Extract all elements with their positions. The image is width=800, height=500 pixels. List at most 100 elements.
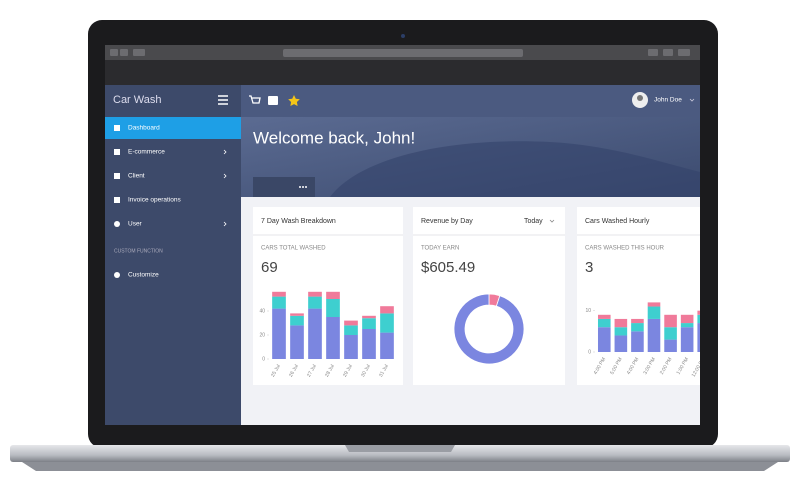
bar-segment [680,323,694,328]
x-tick-label: 25 Jul [270,364,282,379]
nav-icons [114,125,120,278]
nav-item[interactable]: Dashboard [128,125,160,132]
y-tick-label: 10 [585,308,591,314]
hero-title: Welcome back, John! [253,128,415,147]
bar-segment [697,314,700,324]
card-title: Cars Washed Hourly [585,218,650,225]
sidebar [105,85,241,425]
topbar [241,85,700,117]
avatar-head [637,95,643,101]
url-bar[interactable] [283,49,523,57]
bar-segment [697,323,700,352]
bar-segment [614,335,628,352]
bar-segment [326,299,340,317]
bar-segment [290,313,304,316]
bar-segment [631,318,644,324]
nav-item[interactable]: Client [128,173,145,180]
bar-segment [647,302,661,307]
nav-item[interactable]: Invoice operations [128,197,182,204]
bar-segment [308,291,322,297]
donut-slice [453,293,525,365]
metric-value: 3 [585,259,593,276]
bar-segment [362,329,376,359]
chevrons [223,149,227,227]
x-tick-label: 12:00 PM [691,357,707,379]
back-button[interactable] [110,49,118,56]
y-tick-label: 0 [262,356,265,362]
y-tick-label: 20 [259,332,265,338]
more-dots [299,186,307,188]
bar-segment [272,296,286,309]
metric-label: CARS TOTAL WASHED [261,246,326,252]
x-tick-label: 29 Jul [342,364,354,379]
brand: Car Wash [113,94,162,106]
bar-segment [680,327,694,352]
nav-item[interactable]: User [128,221,143,228]
active-item[interactable] [105,117,241,139]
bar-segment [631,331,644,352]
bar-segment [597,314,611,319]
laptop-notch [345,445,455,452]
y-tick-label: 0 [588,349,591,355]
bar-segment [680,314,694,324]
hero-car [330,141,700,197]
browser-button[interactable] [648,49,658,56]
card-title: 7 Day Wash Breakdown [261,218,336,225]
x-tick-label: 26 Jul [288,364,300,379]
caret [549,219,555,223]
bar-segment [362,318,376,329]
menu-toggle[interactable] [218,95,228,105]
toolbar [105,60,700,85]
forward-button[interactable] [120,49,128,56]
bar-segment [380,306,394,314]
nav-item[interactable]: Customize [128,272,159,279]
browser-button[interactable] [678,49,690,56]
card-icon[interactable] [268,96,278,105]
tab-button[interactable] [133,49,145,56]
cart-icon[interactable] [249,95,261,104]
x-tick-label: 31 Jul [378,364,390,379]
x-tick-label: 28 Jul [324,364,336,379]
caret [689,98,695,102]
bar-segment [597,327,611,352]
bar-segment [614,327,628,336]
nav-section: CUSTOM FUNCTION [114,248,163,254]
bar-segment [647,306,661,319]
bar-segment [380,313,394,333]
bar-segment [344,335,358,359]
bar-segment [344,320,358,326]
card [577,207,700,385]
bar-segment [664,314,677,328]
browser-button[interactable] [663,49,673,56]
card-title: Revenue by Day [421,218,473,225]
metric-value: $605.49 [421,259,475,276]
bar-segment [326,291,340,299]
y-tick-label: 40 [259,308,265,314]
hero-tab[interactable] [253,177,315,197]
metric-label: TODAY EARN [421,246,459,252]
bar-segment [697,310,700,315]
screen: Car Wash Dashboard E-commerce Client Inv… [105,45,707,425]
x-tick-label: 30 Jul [360,364,372,379]
laptop-foot [22,462,778,471]
user-name[interactable]: John Doe [654,97,682,104]
metric-value: 69 [261,259,278,276]
bar-segment [614,318,628,328]
bar-segment [664,339,677,352]
laptop-base [10,445,790,462]
bar-segment [326,317,340,359]
nav-item[interactable]: E-commerce [128,149,165,156]
dropdown[interactable]: Today [524,218,543,225]
metric-label: CARS WASHED THIS HOUR [585,246,665,252]
bar-segment [344,325,358,335]
star-icon[interactable] [288,95,300,106]
bar-segment [272,291,286,297]
bar-segment [631,323,644,332]
webcam [401,34,405,38]
bar-segment [272,308,286,359]
bar-segment [647,318,661,352]
bar-segment [664,327,677,340]
bar-segment [597,318,611,328]
bar-segment [290,315,304,326]
